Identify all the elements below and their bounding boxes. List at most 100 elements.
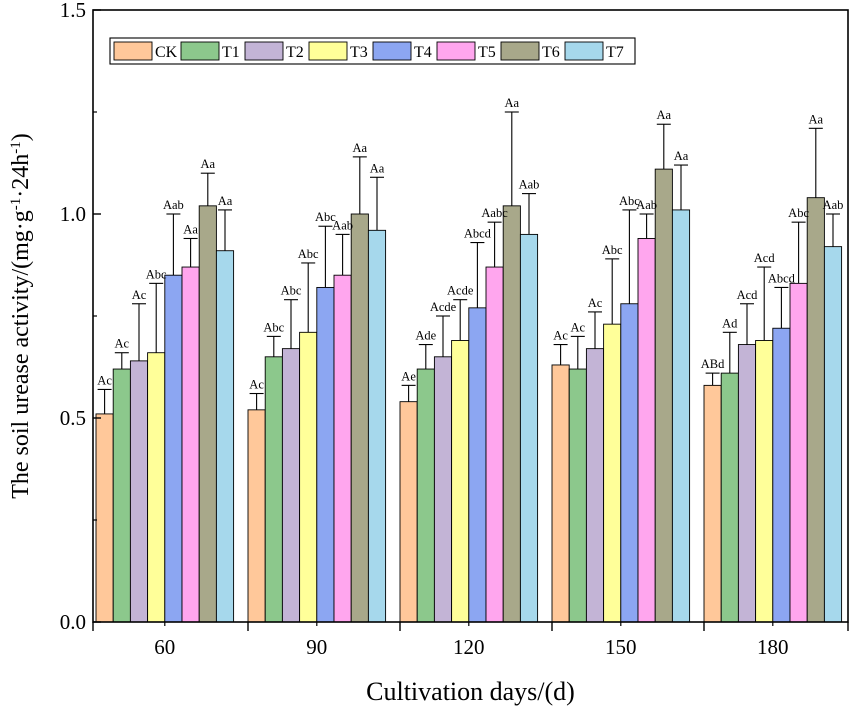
bar-T6-90 bbox=[350, 213, 369, 623]
bar-CK-90 bbox=[247, 409, 266, 623]
significance-label-T6-90: Aa bbox=[353, 141, 368, 155]
legend-label-T2: T2 bbox=[286, 44, 304, 61]
bar-T1-120 bbox=[416, 368, 435, 623]
y-axis-label-superscript: -1 bbox=[8, 198, 24, 211]
significance-label-T1-150: Ac bbox=[571, 320, 586, 334]
significance-label-T5-180: Abc bbox=[788, 206, 809, 220]
y-tick-label: 0.5 bbox=[60, 406, 86, 430]
significance-label-T4-180: Abcd bbox=[768, 271, 796, 285]
bar-T3-60 bbox=[147, 352, 166, 623]
significance-label-T2-150: Ac bbox=[588, 296, 603, 310]
significance-label-T6-120: Aa bbox=[505, 96, 520, 110]
y-axis-label: The soil urease activity/(mg·g-1·24h-1) bbox=[8, 133, 34, 499]
bar-T7-180 bbox=[823, 246, 843, 623]
significance-label-T3-150: Abc bbox=[602, 243, 623, 257]
legend-swatch-T7 bbox=[564, 41, 604, 61]
bar-T3-180 bbox=[755, 340, 774, 623]
significance-label-T5-150: Aab bbox=[636, 198, 657, 212]
significance-label-CK-150: Ac bbox=[553, 329, 568, 343]
bar-T2-120 bbox=[433, 356, 453, 623]
significance-label-T3-120: Acde bbox=[447, 284, 474, 298]
bar-T7-90 bbox=[367, 229, 387, 623]
y-axis-label-part: The soil urease activity/(mg·g bbox=[8, 210, 34, 499]
bar-T4-120 bbox=[468, 307, 487, 623]
bar-T5-180 bbox=[789, 282, 808, 623]
legend-swatch-T6 bbox=[500, 41, 540, 61]
bar-T7-150 bbox=[671, 209, 691, 623]
legend: CK T1 T2 T3 T4 T5 T6 T7 bbox=[109, 37, 636, 65]
y-axis-label-part: ) bbox=[8, 133, 34, 141]
bar-T2-90 bbox=[281, 348, 301, 623]
legend-label-CK: CK bbox=[155, 44, 178, 61]
bar-T6-180 bbox=[806, 197, 825, 623]
bar-T7-120 bbox=[519, 233, 539, 623]
bar-T1-150 bbox=[568, 368, 587, 623]
significance-label-T2-120: Acde bbox=[430, 300, 457, 314]
bar-T7-60 bbox=[215, 250, 235, 623]
significance-label-T7-120: Aab bbox=[519, 178, 540, 192]
legend-label-T4: T4 bbox=[414, 44, 432, 61]
legend-swatch-T3 bbox=[308, 41, 348, 61]
bar-T4-90 bbox=[316, 286, 335, 623]
significance-label-T2-60: Ac bbox=[132, 288, 147, 302]
significance-label-T2-90: Abc bbox=[281, 284, 302, 298]
significance-label-T1-60: Ac bbox=[115, 337, 130, 351]
y-axis-label-part: ·24h bbox=[8, 154, 34, 198]
x-tick-label: 150 bbox=[605, 635, 637, 659]
y-tick-label: 1.0 bbox=[60, 202, 86, 226]
significance-label-T5-90: Aab bbox=[332, 218, 353, 232]
bar-T1-90 bbox=[264, 356, 283, 623]
significance-label-T7-90: Aa bbox=[370, 161, 385, 175]
significance-label-CK-60: Ac bbox=[97, 373, 112, 387]
bar-T6-150 bbox=[654, 168, 673, 623]
legend-label-T1: T1 bbox=[222, 44, 240, 61]
bar-T6-120 bbox=[502, 205, 521, 623]
bar-T2-150 bbox=[585, 348, 605, 623]
bar-T5-150 bbox=[637, 238, 656, 623]
bar-T6-60 bbox=[198, 205, 217, 623]
significance-label-T3-180: Acd bbox=[754, 251, 776, 265]
x-tick-label: 60 bbox=[154, 635, 175, 659]
significance-label-T4-60: Aab bbox=[163, 198, 184, 212]
bar-CK-120 bbox=[399, 401, 418, 623]
bar-T5-60 bbox=[181, 266, 200, 623]
bars-layer bbox=[95, 168, 843, 623]
bar-T2-180 bbox=[737, 344, 757, 623]
legend-swatch-T4 bbox=[372, 41, 412, 61]
significance-label-T5-60: Aa bbox=[183, 222, 198, 236]
significance-label-T2-180: Acd bbox=[737, 288, 759, 302]
x-tick-label: 180 bbox=[757, 635, 789, 659]
legend-label-T5: T5 bbox=[478, 44, 496, 61]
significance-label-T1-180: Ad bbox=[722, 316, 738, 330]
bar-T5-90 bbox=[333, 274, 352, 623]
x-tick-label: 90 bbox=[306, 635, 327, 659]
x-tick-label: 120 bbox=[453, 635, 485, 659]
bar-T3-120 bbox=[451, 340, 470, 623]
significance-labels-layer: AcAcAcAbcAabAaAaAaAcAbcAbcAbcAbcAabAaAaA… bbox=[97, 96, 843, 392]
significance-label-T4-90: Abc bbox=[315, 210, 336, 224]
significance-label-T7-180: Aab bbox=[823, 198, 844, 212]
bar-T1-60 bbox=[112, 368, 131, 623]
significance-label-T7-60: Aa bbox=[218, 194, 233, 208]
legend-swatch-T2 bbox=[244, 41, 284, 61]
legend-swatch-CK bbox=[113, 41, 153, 61]
bar-T4-180 bbox=[772, 327, 791, 623]
legend-label-T6: T6 bbox=[542, 44, 560, 61]
significance-label-T1-90: Abc bbox=[263, 320, 284, 334]
legend-swatch-T5 bbox=[436, 41, 476, 61]
significance-label-T4-120: Abcd bbox=[464, 227, 492, 241]
significance-label-T6-60: Aa bbox=[201, 157, 216, 171]
significance-label-T1-120: Ade bbox=[415, 329, 436, 343]
x-axis-label: Cultivation days/(d) bbox=[366, 677, 575, 706]
error-bars-layer bbox=[97, 111, 840, 414]
significance-label-T6-180: Aa bbox=[809, 112, 824, 126]
bar-T4-150 bbox=[620, 303, 639, 623]
significance-label-T5-120: Aabc bbox=[481, 206, 508, 220]
legend-label-T7: T7 bbox=[606, 44, 624, 61]
significance-label-CK-120: Ae bbox=[401, 369, 416, 383]
legend-swatch-T1 bbox=[180, 41, 220, 61]
y-tick-label: 0.0 bbox=[60, 610, 86, 634]
axes-layer: 0.0 0.5 1.0 1.5 60 90 120 150 180 bbox=[60, 0, 849, 659]
bar-T4-60 bbox=[164, 274, 183, 623]
